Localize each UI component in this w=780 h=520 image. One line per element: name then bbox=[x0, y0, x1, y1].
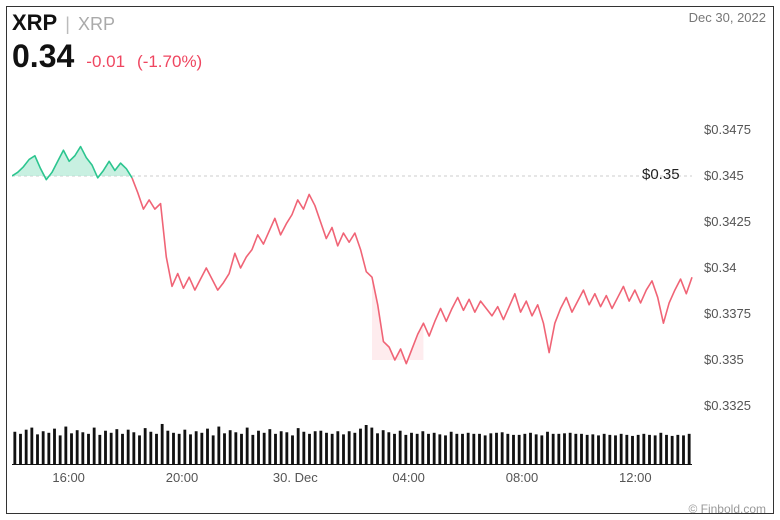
current-price: 0.34 bbox=[12, 38, 74, 75]
y-axis-label: $0.335 bbox=[704, 352, 744, 367]
y-axis-label: $0.3325 bbox=[704, 398, 751, 413]
y-axis-label: $0.345 bbox=[704, 168, 744, 183]
chart-svg bbox=[12, 86, 756, 490]
x-axis-label: 08:00 bbox=[506, 470, 539, 485]
price-chart[interactable]: $0.3475 $0.345 $0.3425 $0.34 $0.3375 $0.335 $0… bbox=[12, 86, 756, 490]
y-axis-label: $0.3475 bbox=[704, 122, 751, 137]
reference-price-label: $0.35 bbox=[642, 166, 680, 183]
ticker-symbol: XRP bbox=[12, 10, 57, 36]
title-separator: | bbox=[65, 14, 70, 35]
x-axis-label: 20:00 bbox=[166, 470, 199, 485]
attribution: © Finbold.com bbox=[688, 502, 766, 516]
header: XRP | XRP 0.34 -0.01 (-1.70%) bbox=[12, 10, 202, 75]
asset-name: XRP bbox=[78, 14, 115, 35]
x-axis-label: 16:00 bbox=[52, 470, 85, 485]
price-change-amount: -0.01 bbox=[86, 52, 125, 72]
x-axis-label: 04:00 bbox=[392, 470, 425, 485]
y-axis-label: $0.3425 bbox=[704, 214, 751, 229]
y-axis-label: $0.3375 bbox=[704, 306, 751, 321]
snapshot-date: Dec 30, 2022 bbox=[689, 10, 766, 25]
y-axis-label: $0.34 bbox=[704, 260, 737, 275]
price-change-percent: (-1.70%) bbox=[137, 52, 202, 72]
x-axis-label: 30. Dec bbox=[273, 470, 318, 485]
x-axis-label: 12:00 bbox=[619, 470, 652, 485]
